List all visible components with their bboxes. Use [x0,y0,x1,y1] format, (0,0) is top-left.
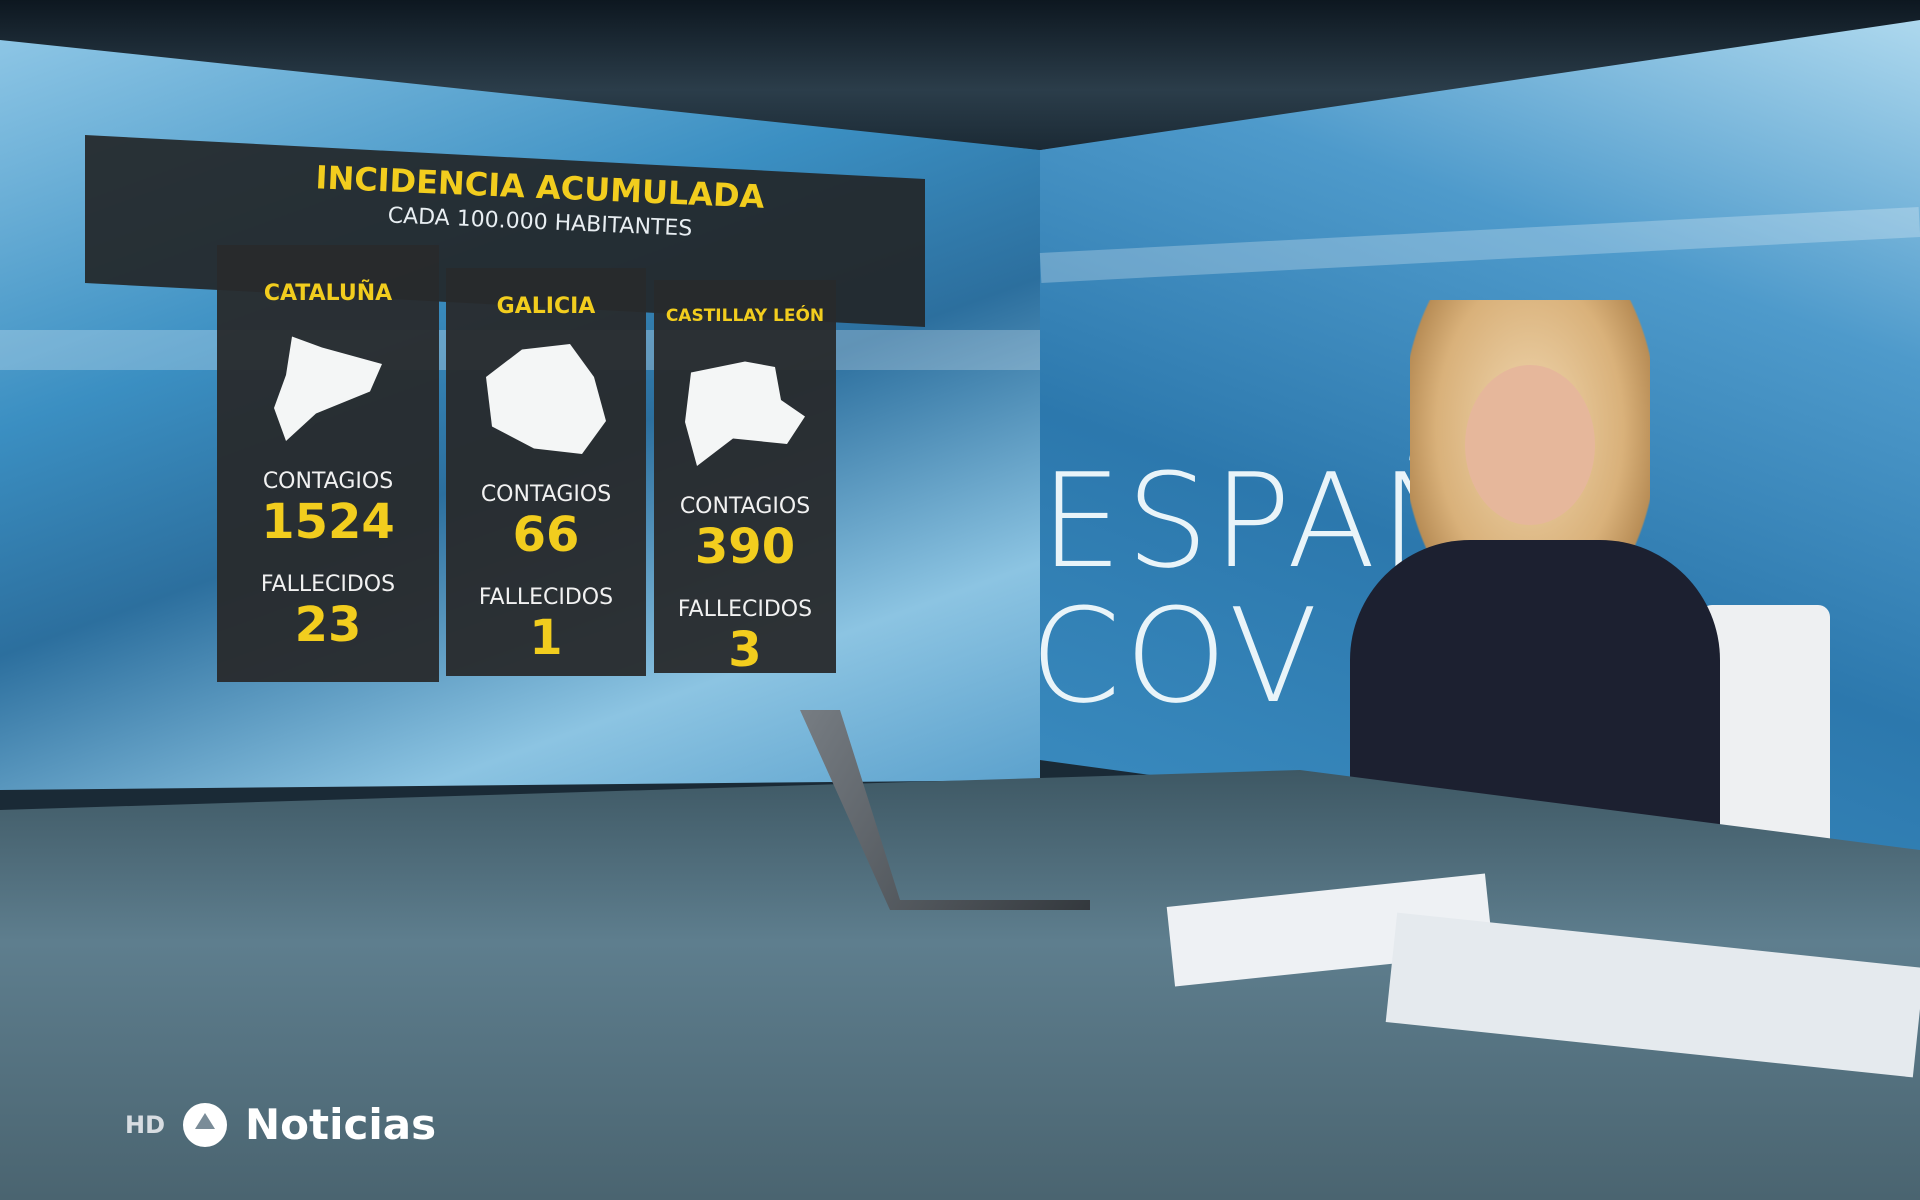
contagios-value: 1524 [261,494,395,550]
antena3-logo-icon [183,1102,228,1147]
brand-name: Noticias [245,1100,437,1149]
fallecidos-label: FALLECIDOS [677,597,813,622]
contagios-label: CONTAGIOS [679,494,811,519]
region-panel-castilla-y-leon: CASTILLAY LEÓN CONTAGIOS 390 FALLECIDOS … [654,280,836,678]
hd-badge: HD [125,1110,166,1139]
region-panel-cataluna: CATALUÑA CONTAGIOS 1524 FALLECIDOS 23 [217,245,439,682]
fallecidos-label: FALLECIDOS [260,572,396,597]
region-name: CATALUÑA [263,281,393,306]
galicia-map-icon [486,344,606,454]
cataluna-map-icon [274,336,382,441]
contagios-label: CONTAGIOS [480,482,612,507]
contagios-value: 390 [694,519,796,575]
fallecidos-value: 1 [529,610,563,666]
castilla-y-leon-map-icon [685,361,805,466]
contagios-value: 66 [512,507,580,563]
fallecidos-label: FALLECIDOS [478,585,614,610]
region-name: CASTILLAY LEÓN [665,306,825,326]
fallecidos-value: 3 [728,622,762,678]
presenter-face [1465,365,1595,525]
backdrop-text-line2: COV [1030,580,1322,732]
fallecidos-value: 23 [294,597,362,653]
region-panel-galicia: GALICIA CONTAGIOS 66 FALLECIDOS 1 [446,268,646,676]
region-name: GALICIA [496,294,596,319]
contagios-label: CONTAGIOS [262,469,394,494]
channel-logo: HD Noticias [125,1100,436,1149]
